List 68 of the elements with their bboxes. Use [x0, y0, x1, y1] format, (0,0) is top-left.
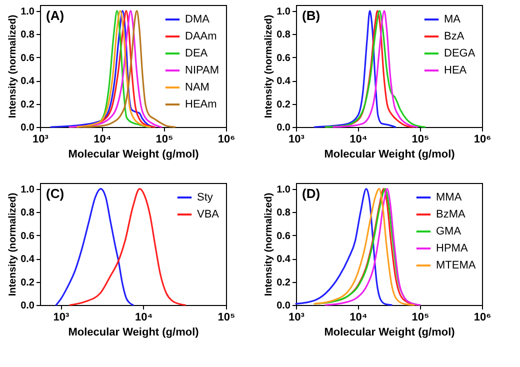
- y-tick-label: 0.4: [276, 76, 291, 88]
- x-tick-label: 10⁶: [218, 134, 236, 146]
- y-axis-title: Intensity (normalized): [264, 192, 275, 296]
- legend-label: Sty: [197, 192, 214, 204]
- y-tick-label: 0.8: [20, 208, 35, 219]
- annotation: (A): [46, 8, 64, 23]
- x-tick-label: 10⁴: [94, 134, 112, 146]
- legend-label: BzA: [444, 30, 465, 42]
- legend-label: MMA: [436, 192, 462, 204]
- y-tick-label: 0.6: [20, 52, 35, 64]
- y-tick-label: 0.8: [20, 30, 35, 41]
- x-tick-label: 10⁴: [135, 312, 153, 324]
- legend-label: GMA: [436, 226, 462, 238]
- legend-label: DMA: [185, 14, 210, 26]
- y-tick-label: 0.6: [276, 52, 291, 64]
- legend-label: HPMA: [436, 242, 468, 254]
- y-tick-label: 0.8: [276, 208, 291, 219]
- legend-label: HEAm: [185, 98, 217, 110]
- y-axis-title: Intensity (normalized): [8, 14, 19, 118]
- x-tick-label: 10⁶: [474, 134, 492, 146]
- legend-label: DAAm: [185, 30, 217, 42]
- legend-label: HEA: [444, 64, 468, 76]
- annotation: (C): [46, 186, 64, 201]
- x-axis-title: Molecular Weight (g/mol): [324, 326, 456, 338]
- legend-label: VBA: [197, 208, 220, 220]
- y-tick-label: 0.0: [276, 300, 291, 312]
- y-tick-label: 0.0: [20, 300, 35, 312]
- x-tick-label: 10⁵: [412, 312, 430, 324]
- legend-label: DEA: [185, 48, 208, 60]
- y-tick-label: 1.0: [20, 6, 35, 18]
- annotation: (B): [302, 8, 320, 23]
- x-tick-label: 10³: [32, 134, 49, 146]
- y-tick-label: 0.2: [276, 277, 291, 288]
- x-tick-label: 10⁵: [412, 134, 430, 146]
- x-tick-label: 10³: [288, 312, 305, 324]
- y-tick-label: 0.6: [20, 230, 35, 242]
- x-tick-label: 10⁴: [350, 134, 368, 146]
- x-axis-title: Molecular Weight (g/mol): [324, 148, 456, 160]
- legend-label: BzMA: [436, 208, 466, 220]
- y-tick-label: 0.4: [276, 254, 291, 266]
- x-axis-title: Molecular Weight (g/mol): [68, 326, 200, 338]
- y-tick-label: 1.0: [20, 184, 35, 196]
- y-axis-title: Intensity (normalized): [8, 192, 19, 296]
- y-tick-label: 0.2: [20, 99, 35, 110]
- y-tick-label: 0.4: [20, 76, 35, 88]
- legend-label: DEGA: [444, 48, 476, 60]
- y-tick-label: 0.2: [276, 99, 291, 110]
- x-tick-label: 10⁴: [350, 312, 368, 324]
- x-tick-label: 10⁶: [474, 312, 492, 324]
- x-tick-label: 10⁵: [156, 134, 174, 146]
- y-tick-label: 1.0: [276, 184, 291, 196]
- y-tick-label: 0.0: [20, 122, 35, 134]
- x-tick-label: 10⁵: [218, 312, 236, 324]
- y-tick-label: 0.0: [276, 122, 291, 134]
- y-tick-label: 1.0: [276, 6, 291, 18]
- y-tick-label: 0.2: [20, 277, 35, 288]
- legend-label: MTEMA: [436, 260, 476, 272]
- legend-label: NAM: [185, 82, 210, 94]
- y-tick-label: 0.4: [20, 254, 35, 266]
- y-axis-title: Intensity (normalized): [264, 14, 275, 118]
- legend-label: MA: [444, 14, 462, 26]
- y-tick-label: 0.8: [276, 30, 291, 41]
- x-tick-label: 10³: [288, 134, 305, 146]
- legend-label: NIPAM: [185, 64, 220, 76]
- x-tick-label: 10³: [53, 312, 70, 324]
- y-tick-label: 0.6: [276, 230, 291, 242]
- annotation: (D): [302, 186, 320, 201]
- x-axis-title: Molecular Weight (g/mol): [68, 148, 200, 160]
